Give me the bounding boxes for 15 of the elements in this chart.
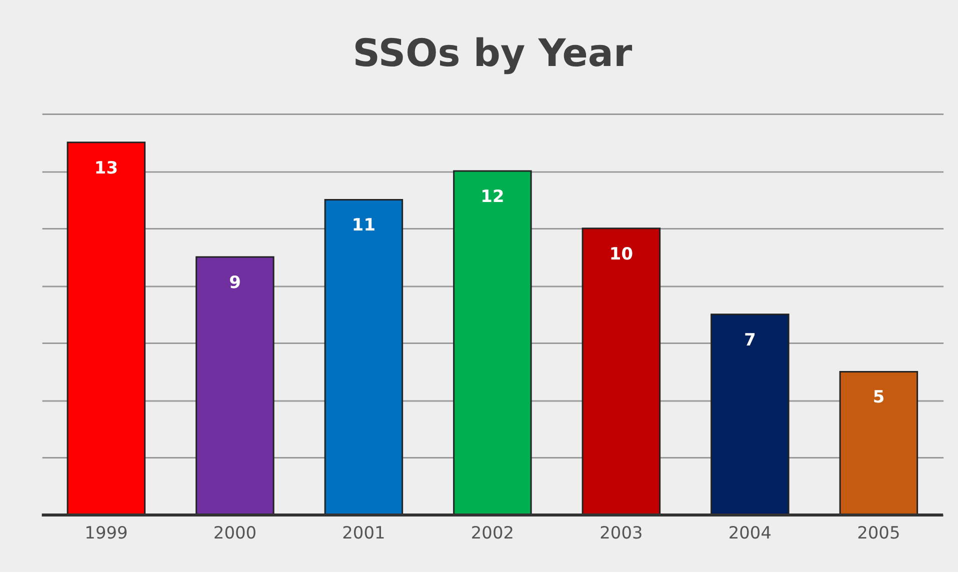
x-tick-label: 2001 [342, 522, 386, 542]
x-tick-label: 2000 [213, 522, 256, 542]
data-label: 13 [94, 157, 118, 178]
x-tick-label: 2003 [600, 522, 643, 542]
x-tick-label: 1999 [84, 522, 128, 542]
x-tick-label: 2005 [857, 522, 900, 542]
data-label: 5 [872, 386, 885, 407]
x-tick-label: 2004 [728, 522, 772, 542]
data-label: 11 [352, 214, 376, 235]
data-label: 10 [609, 243, 633, 264]
data-label: 7 [744, 329, 756, 350]
chart-title: SSOs by Year [352, 30, 632, 75]
x-tick-label: 2002 [470, 522, 514, 542]
data-label: 12 [480, 186, 504, 206]
data-label: 9 [229, 272, 241, 292]
